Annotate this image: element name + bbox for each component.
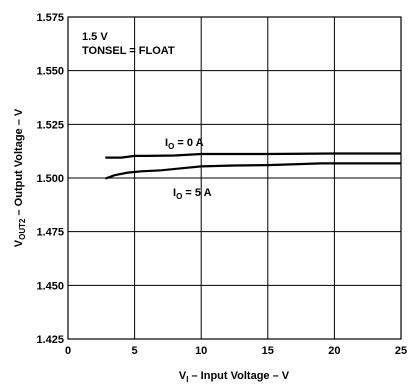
series-label-io-5a-rest: = 5 A xyxy=(182,187,211,199)
y-axis-title-sub: OUT2 xyxy=(18,218,27,240)
x-axis-title-sub: I xyxy=(186,375,188,384)
x-tick-label: 10 xyxy=(195,345,207,357)
series-label-io-0a-main: I xyxy=(165,137,168,149)
x-tick-label: 0 xyxy=(65,345,71,357)
grid-lines xyxy=(68,17,401,339)
series-label-io-5a: IO = 5 A xyxy=(173,187,212,201)
series-label-io-0a-rest: = 0 A xyxy=(174,137,203,149)
y-tick-label: 1.550 xyxy=(36,66,64,78)
series-label-io-5a-sub: O xyxy=(176,192,182,201)
y-tick-label: 1.475 xyxy=(36,227,64,239)
y-tick-label: 1.425 xyxy=(36,334,64,346)
y-tick-label: 1.525 xyxy=(36,119,64,131)
y-axis-title-main: V xyxy=(13,239,25,247)
x-tick-label: 20 xyxy=(328,345,340,357)
x-tick-label: 5 xyxy=(132,345,138,357)
series-label-io-0a: IO = 0 A xyxy=(165,137,204,151)
plot-frame xyxy=(67,16,402,340)
x-tick-label: 25 xyxy=(395,345,407,357)
series-label-io-5a-main: I xyxy=(173,187,176,199)
tick-labels: 0 5 10 15 20 25 1.425 1.450 1.475 1.500 1.525 1.550… xyxy=(36,12,407,357)
series-line-0 xyxy=(105,152,401,159)
x-axis-title-rest: – Input Voltage – V xyxy=(188,370,289,382)
x-tick-label: 15 xyxy=(262,345,274,357)
annotation-box: 1.5 V TONSEL = FLOAT xyxy=(82,31,175,57)
y-axis-title-rest: – Output Voltage – V xyxy=(13,108,25,218)
series-label-io-0a-sub: O xyxy=(168,142,174,151)
annotation-tonsel: TONSEL = FLOAT xyxy=(82,45,175,57)
y-tick-label: 1.500 xyxy=(36,173,64,185)
y-axis-title: VOUT2 – Output Voltage – V xyxy=(13,108,27,247)
series-layer xyxy=(104,152,401,180)
series-line-1 xyxy=(104,162,401,180)
y-tick-label: 1.575 xyxy=(36,12,64,24)
annotation-voltage: 1.5 V xyxy=(82,31,108,43)
x-axis-title: VI – Input Voltage – V xyxy=(179,370,290,384)
y-tick-label: 1.450 xyxy=(36,280,64,292)
x-axis-title-main: V xyxy=(179,370,187,382)
